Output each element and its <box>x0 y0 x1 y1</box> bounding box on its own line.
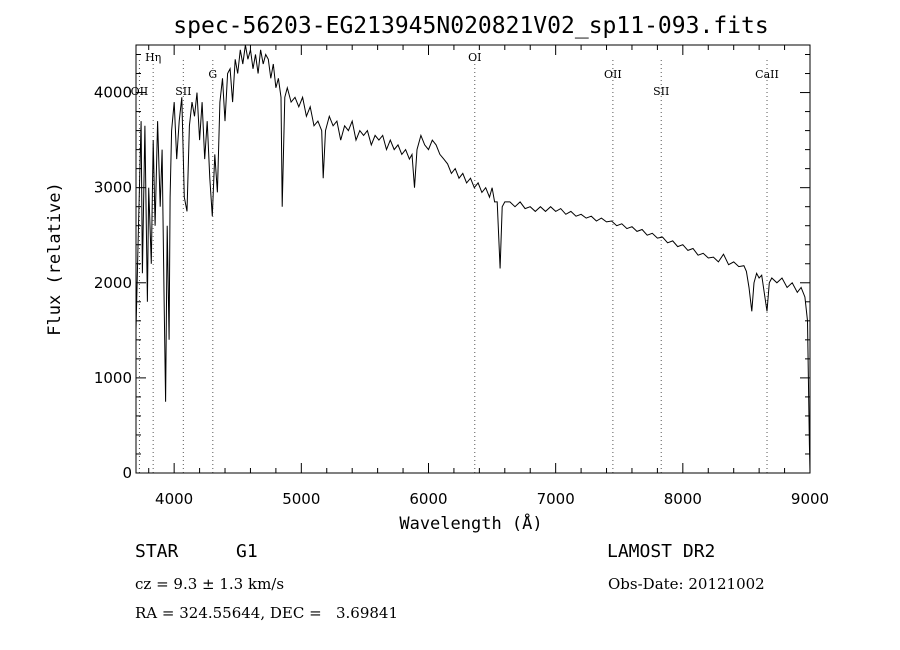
x-axis-label: Wavelength (Å) <box>399 512 542 534</box>
spectrum-line <box>135 44 811 474</box>
y-axis-label: Flux (relative) <box>45 182 65 336</box>
marker-label: OI <box>468 51 481 64</box>
x-tick-label: 5000 <box>282 490 320 508</box>
y-tick-label: 2000 <box>94 274 132 292</box>
y-tick-label: 3000 <box>94 179 132 197</box>
marker-label: CaII <box>755 68 779 81</box>
object-class: STAR <box>135 541 179 562</box>
marker-label: OII <box>131 85 149 98</box>
y-tick-label: 0 <box>122 464 132 482</box>
y-tick-label: 4000 <box>94 84 132 102</box>
x-tick-label: 6000 <box>409 490 447 508</box>
redshift-velocity: cz = 9.3 ± 1.3 km/s <box>135 575 285 593</box>
survey-name: LAMOST DR2 <box>607 541 716 562</box>
x-tick-label: 8000 <box>664 490 702 508</box>
marker-label: SII <box>175 85 191 98</box>
x-tick-label: 7000 <box>537 490 575 508</box>
marker-label: OII <box>604 68 622 81</box>
axes: 4000 5000 6000 7000 8000 9000 0 1000 2000 3000 400… <box>94 45 829 508</box>
coordinates: RA = 324.55644, DEC = 3.69841 <box>135 604 399 622</box>
marker-label: SII <box>653 85 669 98</box>
plot-frame <box>135 44 811 474</box>
observation-date: Obs-Date: 20121002 <box>608 575 765 593</box>
chart-title: spec-56203-EG213945N020821V02_sp11-093.f… <box>173 13 768 39</box>
marker-label: G <box>208 68 217 81</box>
x-tick-label: 4000 <box>155 490 193 508</box>
spectral-line-markers: Hη OII SII G OI OII SII CaII <box>131 51 779 473</box>
x-tick-label: 9000 <box>791 490 829 508</box>
marker-label: Hη <box>145 51 161 64</box>
object-subclass: G1 <box>236 541 258 562</box>
y-tick-label: 1000 <box>94 369 132 387</box>
